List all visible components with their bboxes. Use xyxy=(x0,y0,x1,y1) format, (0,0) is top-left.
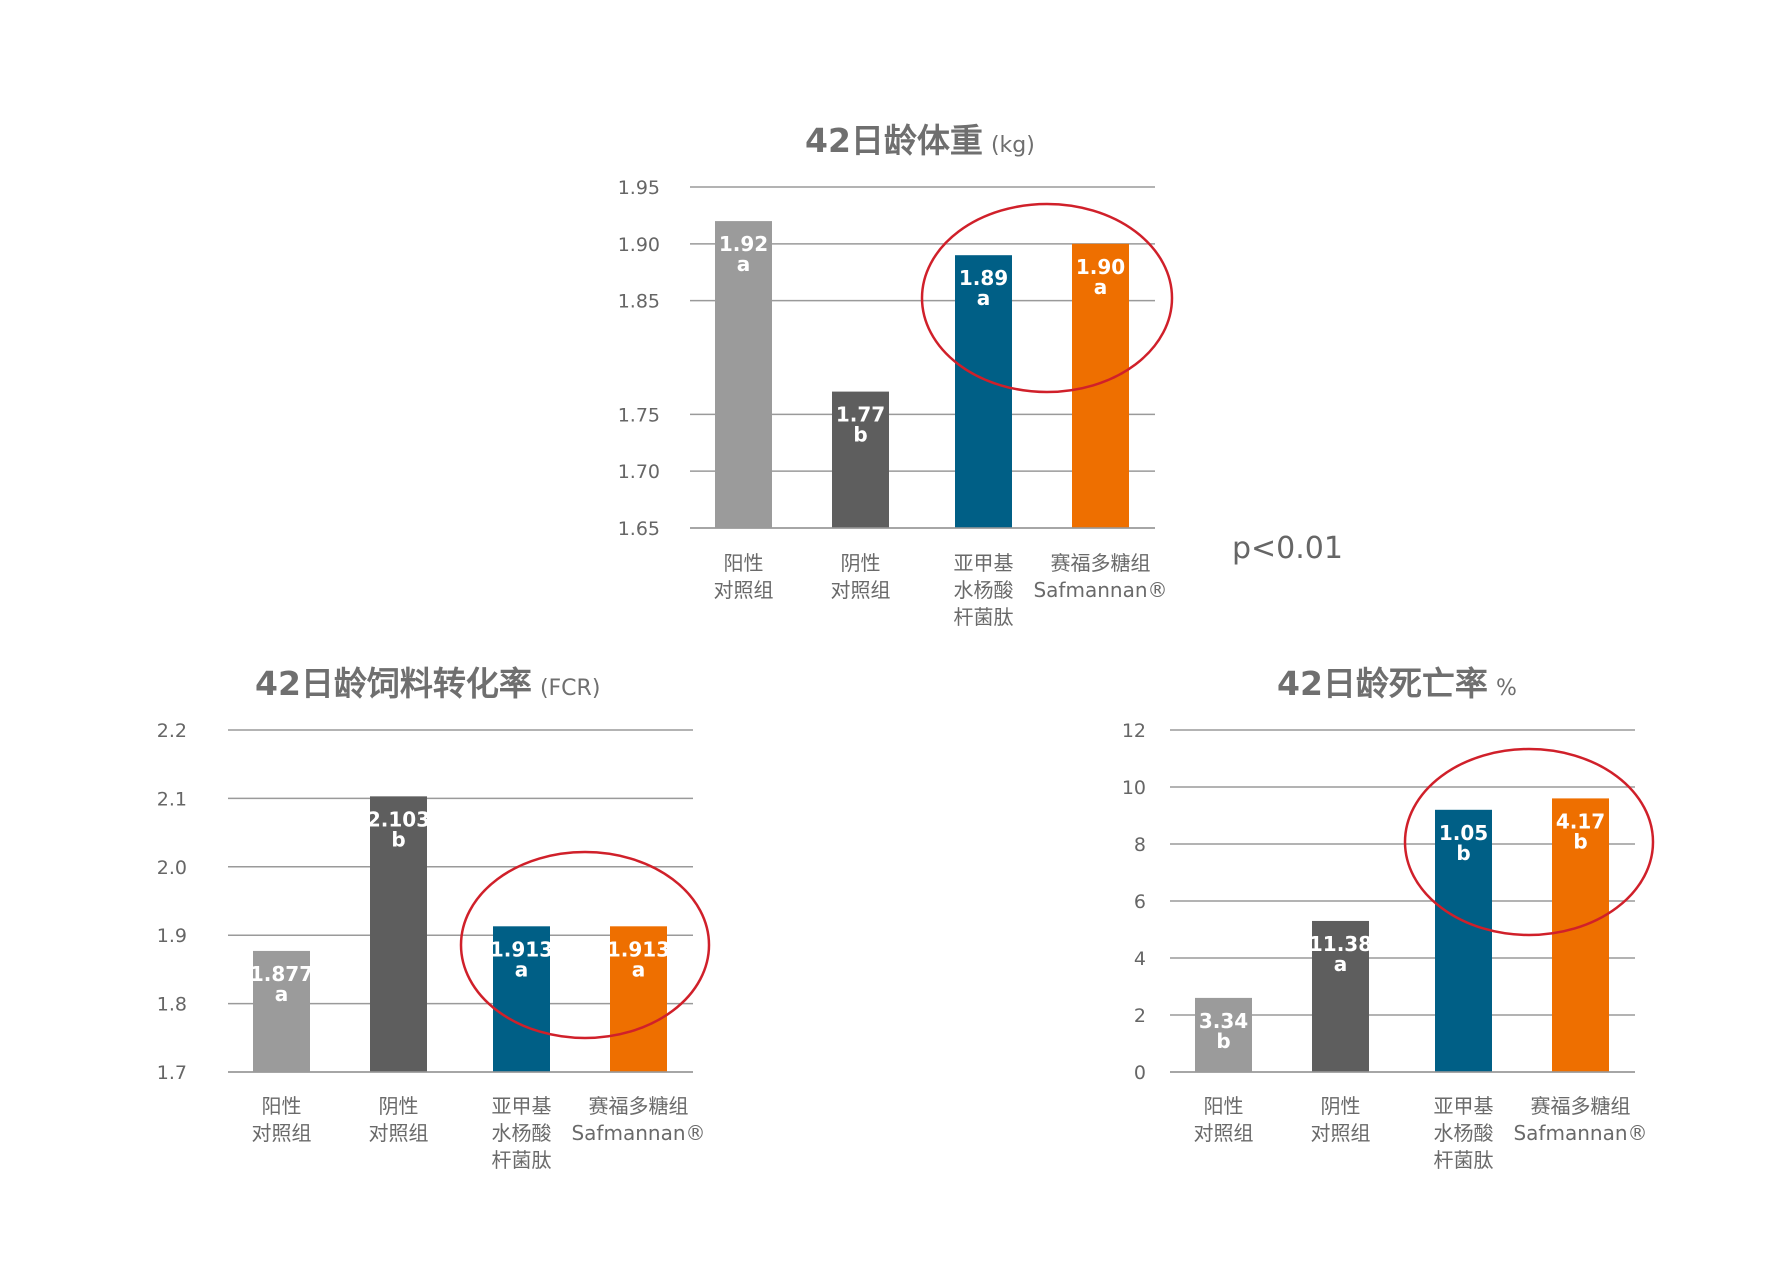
y-tick-label: 1.95 xyxy=(618,177,660,199)
chart-title: 42日龄体重 (kg) xyxy=(805,121,1035,160)
bar-value-label: 1.913 xyxy=(490,937,553,961)
chart-mortality: 42日龄死亡率 %0246810123.34b11.38a1.05b4.17b阳性… xyxy=(1122,664,1655,1172)
bar-letter-label: b xyxy=(391,827,405,851)
category-label: 对照组 xyxy=(1311,1121,1371,1145)
bar xyxy=(1195,997,1252,1072)
y-tick-label: 1.85 xyxy=(618,291,660,313)
category-label: 阴性 xyxy=(379,1094,419,1118)
y-tick-label: 2 xyxy=(1134,1005,1146,1027)
y-tick-label: 2.0 xyxy=(157,857,187,879)
y-tick-label: 1.7 xyxy=(157,1062,187,1084)
category-label: 亚甲基 xyxy=(954,551,1014,575)
y-tick-label: 2.1 xyxy=(157,788,187,810)
category-label: 杆菌肽 xyxy=(492,1148,552,1172)
category-label: 水杨酸 xyxy=(954,578,1014,602)
bar xyxy=(610,926,667,1072)
y-tick-label: 1.9 xyxy=(157,925,187,947)
chart-unit: (FCR) xyxy=(540,676,600,701)
y-tick-label: 1.70 xyxy=(618,461,660,483)
bar-letter-label: a xyxy=(515,957,529,981)
chart-unit: % xyxy=(1496,676,1517,701)
p-value-label: p<0.01 xyxy=(1232,531,1343,566)
category-label: 赛福多糖组 xyxy=(1531,1094,1631,1118)
y-tick-label: 10 xyxy=(1122,777,1146,799)
category-label: 对照组 xyxy=(369,1121,429,1145)
highlight-ring xyxy=(459,850,711,1040)
bar xyxy=(370,796,427,1072)
bar xyxy=(1072,243,1129,529)
category-label: Safmannan® xyxy=(1513,1121,1647,1145)
chart-title: 42日龄死亡率% xyxy=(1277,664,1517,703)
category-label: 亚甲基 xyxy=(492,1094,552,1118)
bar-letter-label: a xyxy=(1094,275,1108,299)
y-tick-label: 1.75 xyxy=(618,404,660,426)
bar-value-label: 2.103 xyxy=(367,807,430,831)
bar-letter-label: b xyxy=(853,423,867,447)
category-label: 阳性 xyxy=(262,1094,302,1118)
chart-feed-conversion: 42日龄饲料转化率 (FCR)1.71.81.92.02.12.21.877a2.… xyxy=(157,664,711,1172)
bar-letter-label: a xyxy=(977,286,991,310)
category-label: 水杨酸 xyxy=(492,1121,552,1145)
bar xyxy=(493,926,550,1072)
bar-value-label: 4.17 xyxy=(1556,809,1605,833)
category-label: Safmannan® xyxy=(1033,578,1167,602)
y-tick-label: 12 xyxy=(1122,720,1146,742)
bar-value-label: 1.90 xyxy=(1076,255,1125,279)
bar xyxy=(253,950,310,1072)
bar xyxy=(715,221,772,528)
category-label: 阴性 xyxy=(841,551,881,575)
category-label: 水杨酸 xyxy=(1434,1121,1494,1145)
bar-value-label: 1.92 xyxy=(719,232,768,256)
bar xyxy=(955,255,1012,528)
bar-letter-label: a xyxy=(737,252,751,276)
bar-letter-label: a xyxy=(1334,952,1348,976)
y-tick-label: 1.90 xyxy=(618,234,660,256)
bar-letter-label: b xyxy=(1216,1029,1230,1053)
bar-letter-label: a xyxy=(632,957,646,981)
chart-unit: (kg) xyxy=(991,133,1035,158)
category-label: 对照组 xyxy=(714,578,774,602)
category-label: 阳性 xyxy=(1204,1094,1244,1118)
bar-value-label: 1.05 xyxy=(1439,821,1488,845)
chart-title: 42日龄饲料转化率 (FCR) xyxy=(255,664,600,703)
bar-value-label: 11.38 xyxy=(1309,932,1372,956)
bar xyxy=(1552,798,1609,1072)
bar-value-label: 1.877 xyxy=(250,962,313,986)
bar-value-label: 3.34 xyxy=(1199,1009,1248,1033)
bar-value-label: 1.77 xyxy=(836,403,885,427)
bar-letter-label: a xyxy=(275,982,289,1006)
category-label: 杆菌肽 xyxy=(1434,1148,1494,1172)
y-tick-label: 1.8 xyxy=(157,994,187,1016)
bar-letter-label: b xyxy=(1456,841,1470,865)
y-tick-label: 4 xyxy=(1134,948,1146,970)
y-tick-label: 0 xyxy=(1134,1062,1146,1084)
category-label: 对照组 xyxy=(831,578,891,602)
category-label: 杆菌肽 xyxy=(954,605,1014,629)
bar xyxy=(1435,809,1492,1072)
y-tick-label: 6 xyxy=(1134,891,1146,913)
highlight-ring xyxy=(1403,747,1655,937)
category-label: 对照组 xyxy=(252,1121,312,1145)
bar-value-label: 1.913 xyxy=(607,937,670,961)
bar xyxy=(832,391,889,528)
bar xyxy=(1312,920,1369,1072)
category-label: 亚甲基 xyxy=(1434,1094,1494,1118)
chart-body-weight: 42日龄体重 (kg)1.651.701.751.851.901.951.92a1… xyxy=(618,121,1174,629)
y-tick-label: 8 xyxy=(1134,834,1146,856)
bar-letter-label: b xyxy=(1573,829,1587,853)
category-label: 赛福多糖组 xyxy=(589,1094,689,1118)
y-tick-label: 1.65 xyxy=(618,518,660,540)
bar-value-label: 1.89 xyxy=(959,266,1008,290)
category-label: 阳性 xyxy=(724,551,764,575)
highlight-ring xyxy=(920,202,1174,394)
category-label: 赛福多糖组 xyxy=(1051,551,1151,575)
category-label: 阴性 xyxy=(1321,1094,1361,1118)
category-label: 对照组 xyxy=(1194,1121,1254,1145)
category-label: Safmannan® xyxy=(571,1121,705,1145)
y-tick-label: 2.2 xyxy=(157,720,187,742)
